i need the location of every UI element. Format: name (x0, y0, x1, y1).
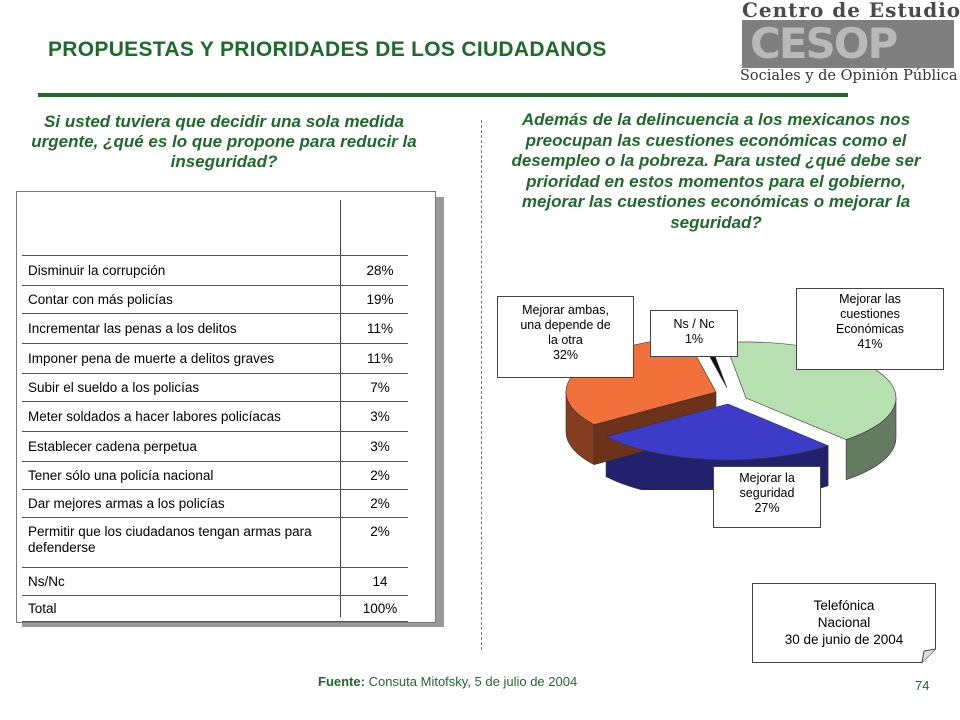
source-line: Fuente: Consuta Mitofsky, 5 de julio de … (318, 674, 578, 689)
survey-note: Telefónica Nacional 30 de junio de 2004 (752, 583, 936, 663)
logo-band (742, 20, 954, 68)
label-mejorar-seguridad: Mejorar la seguridad 27% (713, 466, 821, 528)
right-question: Además de la delincuencia a los mexicano… (511, 110, 921, 232)
title-underline (38, 93, 848, 97)
left-question: Si usted tuviera que decidir una sola me… (31, 112, 417, 171)
proposals-table (16, 191, 436, 623)
note-frame (752, 583, 936, 663)
pie-slice-1 (605, 403, 829, 461)
page-number: 74 (915, 678, 930, 693)
cesop-logo: Centro de Estudios CESOP Sociales y de O… (736, 0, 960, 96)
table-column-separator (340, 200, 341, 617)
logo-wordmark: CESOP (750, 19, 898, 68)
note-text: Telefónica Nacional 30 de junio de 2004 (784, 598, 904, 647)
logo-line-3: Sociales y de Opinión Pública (740, 68, 958, 84)
logo-line-1: Centro de Estudios (742, 0, 960, 22)
label-ns-nc: Ns / Nc 1% (650, 310, 738, 357)
slide-title: PROPUESTAS Y PRIORIDADES DE LOS CIUDADAN… (48, 38, 607, 61)
column-divider (481, 120, 482, 650)
label-mejorar-economicas: Mejorar las cuestiones Económicas 41% (796, 288, 944, 370)
label-mejorar-ambas: Mejorar ambas, una depende de la otra 32… (497, 296, 634, 378)
